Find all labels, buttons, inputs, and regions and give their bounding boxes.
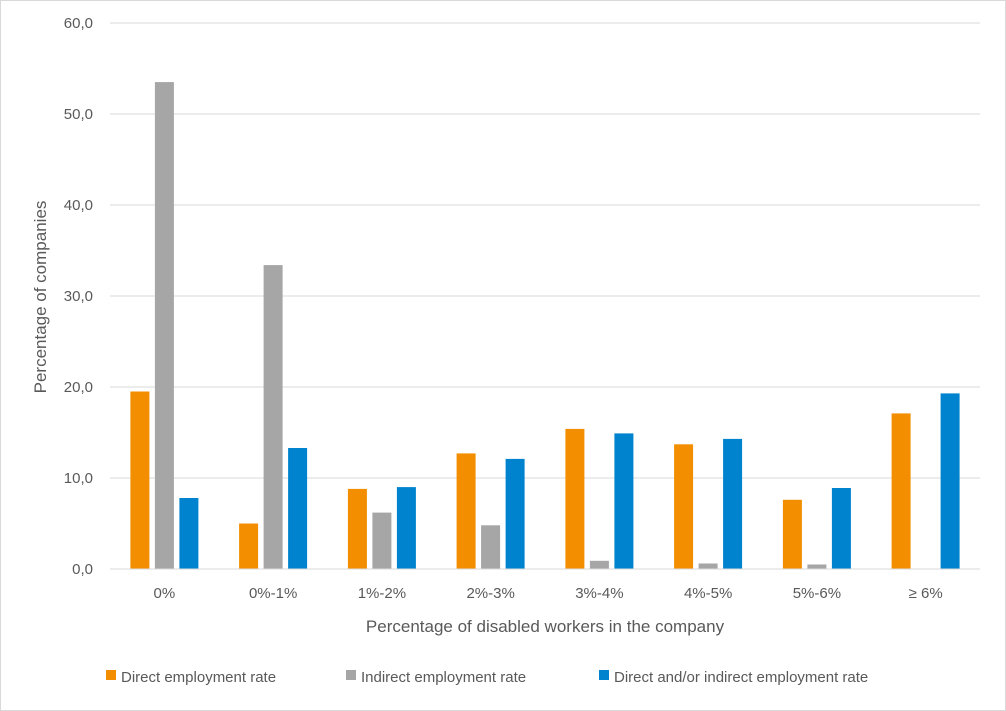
legend-swatch [346,670,356,680]
y-tick-label: 30,0 [64,288,93,305]
bar-indirect-employment-rate-6 [807,564,827,569]
x-tick-label: 0% [154,585,176,602]
bar-direct-employment-rate-4 [565,428,585,569]
x-tick-label: 3%-4% [575,585,623,602]
bar-direct-employment-rate-3 [456,453,476,569]
bar-indirect-employment-rate-0 [154,82,174,569]
bar-direct-and-or-indirect-employment-rate-3 [505,458,525,569]
bar-direct-and-or-indirect-employment-rate-2 [396,487,416,569]
legend-swatch [106,670,116,680]
x-tick-label: 5%-6% [793,585,841,602]
bar-indirect-employment-rate-5 [698,563,718,569]
bar-direct-employment-rate-6 [782,499,802,569]
bar-direct-and-or-indirect-employment-rate-5 [723,438,743,569]
y-tick-label: 0,0 [72,561,93,578]
y-axis-ticks: 0,0 10,0 20,0 30,0 40,0 50,0 60,0 [64,15,93,578]
y-tick-label: 50,0 [64,106,93,123]
legend-label: Direct and/or indirect employment rate [614,669,868,686]
bar-indirect-employment-rate-4 [589,560,609,569]
bar-direct-employment-rate-5 [674,444,694,569]
bars [130,82,960,569]
bar-direct-employment-rate-0 [130,391,150,569]
bar-indirect-employment-rate-2 [372,512,392,569]
bar-direct-and-or-indirect-employment-rate-0 [179,498,199,569]
y-tick-label: 20,0 [64,379,93,396]
legend: Direct employment rate Indirect employmen… [106,669,868,686]
legend-label: Direct employment rate [121,669,276,686]
gridlines [110,22,980,479]
bar-direct-employment-rate-7 [891,413,911,569]
x-axis-ticks: 0% 0%-1% 1%-2% 2%-3% 3%-4% 4%-5% 5%-6% ≥ 6% [154,585,943,602]
x-tick-label: 1%-2% [358,585,406,602]
bar-direct-and-or-indirect-employment-rate-4 [614,433,634,569]
bar-indirect-employment-rate-3 [481,525,501,569]
x-tick-label: 2%-3% [466,585,514,602]
legend-label: Indirect employment rate [361,669,526,686]
bar-direct-and-or-indirect-employment-rate-7 [940,393,960,569]
y-axis-title: Percentage of companies [31,201,50,394]
bar-direct-employment-rate-2 [347,488,367,569]
x-tick-label: ≥ 6% [909,585,943,602]
x-axis-title: Percentage of disabled workers in the co… [366,617,725,636]
bar-direct-and-or-indirect-employment-rate-6 [831,488,851,569]
x-tick-label: 0%-1% [249,585,297,602]
y-tick-label: 10,0 [64,470,93,487]
bar-direct-employment-rate-1 [239,523,259,569]
bar-direct-and-or-indirect-employment-rate-1 [288,448,308,569]
x-tick-label: 4%-5% [684,585,732,602]
bar-indirect-employment-rate-1 [263,265,283,569]
legend-swatch [599,670,609,680]
y-tick-label: 60,0 [64,15,93,32]
y-tick-label: 40,0 [64,197,93,214]
